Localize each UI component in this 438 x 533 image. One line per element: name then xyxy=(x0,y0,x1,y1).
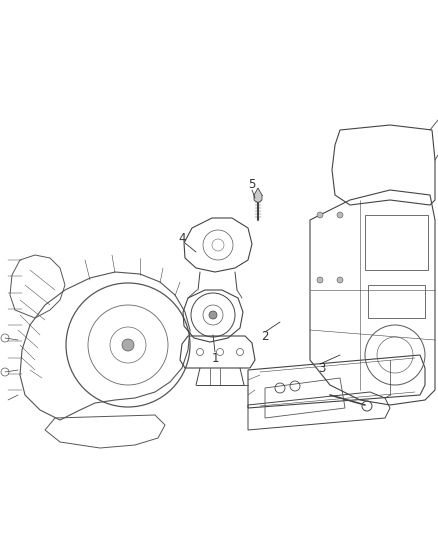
Text: 2: 2 xyxy=(261,329,269,343)
Text: 3: 3 xyxy=(318,361,326,375)
Text: 4: 4 xyxy=(178,231,186,245)
Text: 1: 1 xyxy=(211,351,219,365)
Text: 5: 5 xyxy=(248,179,256,191)
Circle shape xyxy=(122,339,134,351)
Circle shape xyxy=(317,277,323,283)
Circle shape xyxy=(337,277,343,283)
Circle shape xyxy=(209,311,217,319)
Polygon shape xyxy=(254,188,262,203)
Circle shape xyxy=(317,212,323,218)
Circle shape xyxy=(337,212,343,218)
